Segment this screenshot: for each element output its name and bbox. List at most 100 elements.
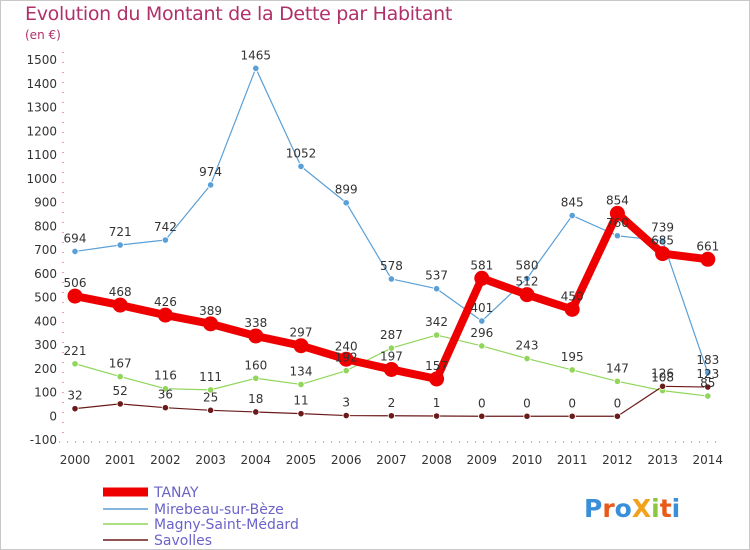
- data-point: [387, 412, 395, 420]
- data-label: 0: [568, 396, 576, 410]
- data-point: [161, 385, 169, 393]
- data-label: 450: [561, 289, 584, 303]
- data-point: [161, 236, 169, 244]
- data-label: 581: [470, 258, 493, 272]
- data-label: 2: [388, 396, 396, 410]
- data-label: 183: [696, 353, 719, 367]
- data-point: [157, 307, 173, 323]
- proxiti-logo: ProXiti: [584, 494, 680, 523]
- data-label: 287: [380, 328, 403, 342]
- data-point: [613, 232, 622, 240]
- data-label: 116: [154, 369, 177, 383]
- data-label: 401: [470, 301, 493, 315]
- data-point: [297, 410, 305, 418]
- y-tick-label: 200: [34, 362, 57, 376]
- y-tick-label: 1500: [26, 53, 57, 67]
- data-point: [71, 360, 79, 368]
- y-tick-label: 300: [34, 338, 57, 352]
- y-tick-label: 1300: [26, 101, 57, 115]
- data-point: [161, 404, 169, 412]
- data-point: [523, 274, 531, 283]
- data-point: [71, 405, 79, 413]
- data-label: 11: [293, 394, 308, 408]
- data-point: [655, 246, 671, 262]
- data-label: 0: [614, 396, 622, 410]
- data-point: [116, 400, 124, 408]
- x-tick-label: 2007: [376, 453, 407, 467]
- data-label: 661: [696, 239, 719, 253]
- data-label: 85: [700, 376, 715, 390]
- x-tick-label: 2008: [421, 453, 452, 467]
- data-point: [704, 369, 712, 377]
- data-point: [342, 367, 350, 375]
- data-point: [71, 247, 79, 256]
- data-point: [432, 331, 441, 339]
- data-point: [432, 412, 441, 420]
- chart-unit-label: (en €): [25, 28, 61, 42]
- data-label: 18: [248, 392, 263, 406]
- data-label: 685: [651, 234, 674, 248]
- data-point: [519, 287, 535, 303]
- data-point: [568, 412, 576, 420]
- data-point: [387, 344, 395, 352]
- data-point: [248, 328, 264, 344]
- data-label: 694: [64, 231, 87, 245]
- legend-label-tanay: TANAY: [153, 485, 199, 501]
- data-label: 845: [561, 196, 584, 210]
- y-tick-label: 1000: [26, 172, 57, 186]
- data-point: [478, 317, 486, 325]
- x-tick-label: 2003: [195, 453, 226, 467]
- data-point: [658, 382, 667, 390]
- x-tick-label: 2009: [467, 453, 498, 467]
- data-label: 108: [651, 371, 674, 385]
- data-label: 1465: [241, 48, 272, 62]
- data-label: 580: [516, 259, 539, 273]
- data-point: [658, 237, 667, 245]
- data-point: [207, 181, 215, 189]
- x-tick-label: 2011: [557, 453, 588, 467]
- data-point: [112, 297, 128, 313]
- data-point: [342, 199, 350, 207]
- data-point: [387, 275, 395, 283]
- data-label: 512: [516, 275, 539, 289]
- y-tick-label: -100: [30, 433, 57, 447]
- data-point: [293, 338, 309, 354]
- y-tick-label: 1200: [26, 124, 57, 138]
- data-label: 721: [109, 225, 132, 239]
- data-point: [116, 372, 124, 381]
- y-tick-label: 400: [34, 314, 57, 328]
- data-label: 111: [199, 370, 222, 384]
- x-tick-label: 2006: [331, 453, 362, 467]
- data-point: [207, 406, 215, 414]
- data-point: [338, 351, 354, 367]
- data-label: 126: [651, 366, 674, 380]
- x-tick-label: 2010: [512, 453, 543, 467]
- x-tick-label: 2013: [647, 453, 678, 467]
- data-point: [342, 411, 350, 420]
- data-point: [207, 386, 215, 394]
- data-point: [704, 392, 712, 400]
- data-label: 537: [425, 269, 448, 283]
- data-label: 742: [154, 220, 177, 234]
- data-point: [252, 64, 260, 72]
- data-label: 342: [425, 315, 448, 329]
- data-label: 0: [478, 396, 486, 410]
- y-tick-label: 0: [49, 409, 57, 423]
- data-point: [429, 371, 445, 387]
- data-label: 3: [342, 396, 350, 410]
- y-tick-label: 800: [34, 219, 57, 233]
- data-point: [523, 354, 531, 363]
- data-point: [116, 241, 124, 249]
- data-label: 739: [651, 221, 674, 235]
- data-point: [297, 162, 305, 170]
- legend-label-magny-saint-medard: Magny-Saint-Médard: [154, 517, 299, 533]
- data-label: 32: [67, 389, 82, 403]
- data-label: 195: [561, 350, 584, 364]
- data-label: 389: [199, 304, 222, 318]
- data-point: [252, 374, 260, 382]
- data-label: 338: [244, 316, 267, 330]
- legend-label-mirebeau-sur-beze: Mirebeau-sur-Bèze: [154, 502, 284, 518]
- data-label: 899: [335, 183, 358, 197]
